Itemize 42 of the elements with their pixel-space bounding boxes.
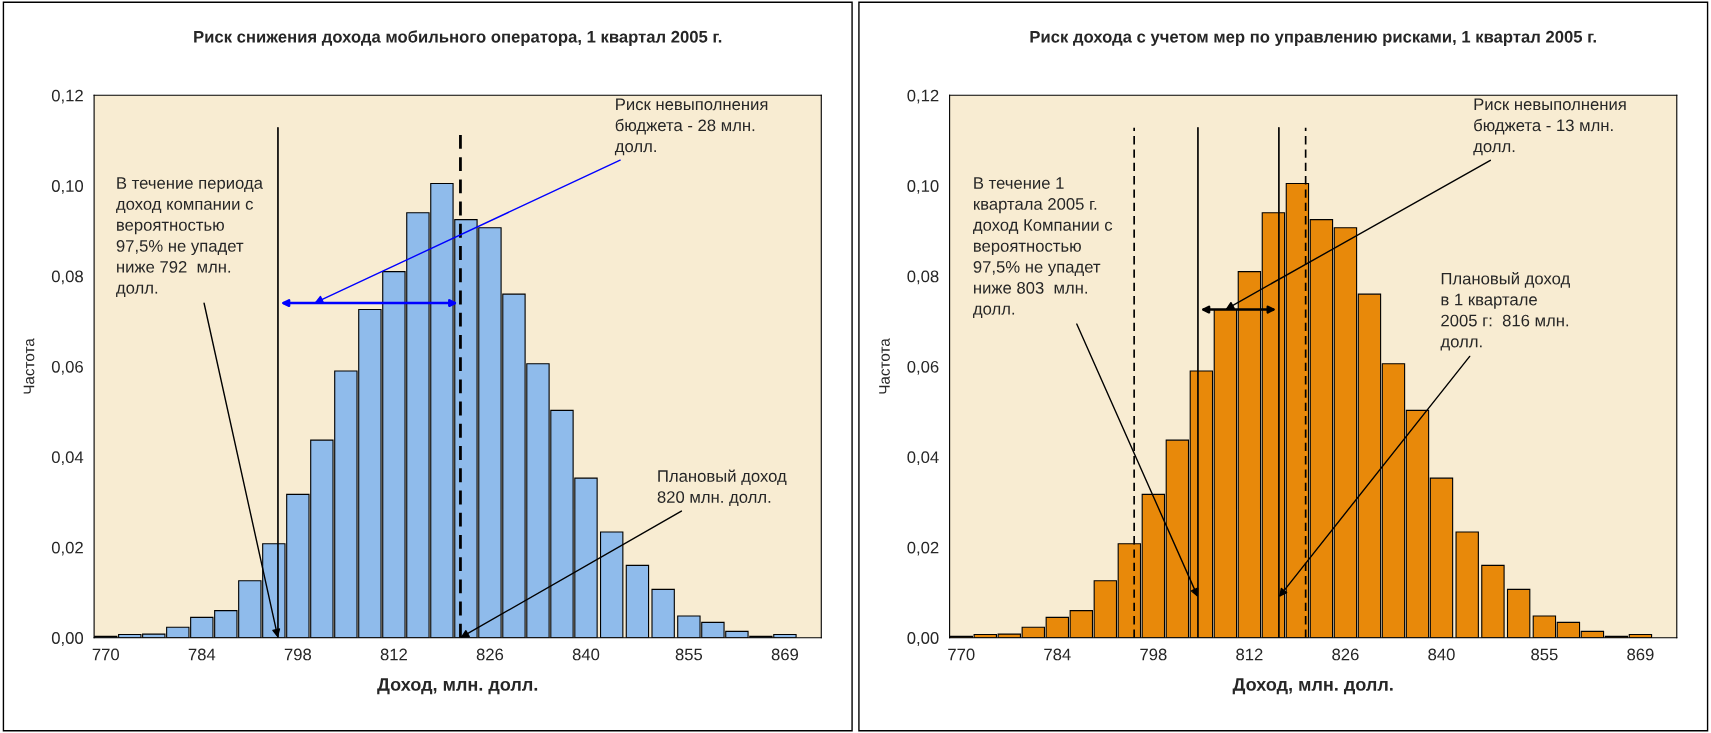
annotation: В течение 1 квартала 2005 г. доход Компании с вероятностью 97,5% не упадет ниже 803 млн. долл. (973, 177, 1113, 318)
y-tick-label: 0,10 (907, 180, 939, 194)
x-tick-label: 770 (948, 648, 975, 661)
y-tick-label: 0,00 (907, 632, 939, 646)
y-tick-label: 0,12 (51, 89, 83, 104)
x-tick-label: 812 (1236, 648, 1263, 661)
x-tick-label: 826 (1332, 648, 1359, 661)
y-tick-label: 0,08 (51, 270, 83, 285)
annotation: Риск невыполнения бюджета - 13 млн. долл. (1473, 98, 1626, 156)
chart-title: Риск дохода с учетом мер по управлению рисками, 1 квартал 2005 г. (1030, 30, 1596, 46)
y-tick-label: 0,12 (907, 89, 939, 104)
x-tick-label: 826 (476, 648, 504, 661)
annotation: Плановый доход 820 млн. долл. (657, 469, 787, 507)
x-tick-label: 855 (1531, 648, 1558, 661)
annotation: Плановый доход в 1 квартале 2005 г: 816 млн. долл. (1440, 271, 1570, 351)
y-tick-label: 0,06 (51, 360, 83, 375)
y-tick-label: 0,02 (907, 541, 939, 556)
y-tick-label: 0,02 (51, 541, 83, 556)
x-tick-label: 869 (1627, 648, 1654, 661)
annotation: В течение периода доход компании с вероятностью 97,5% не упадет ниже 792 млн. долл. (116, 177, 263, 297)
y-axis-title: Частота (879, 338, 890, 394)
x-tick-label: 812 (380, 648, 407, 661)
x-tick-label: 784 (188, 648, 216, 661)
x-tick-label: 840 (1428, 648, 1455, 661)
x-tick-label: 798 (284, 648, 312, 661)
x-axis-title: Доход, млн. долл. (377, 678, 538, 695)
y-axis-title: Частота (23, 338, 35, 394)
x-tick-label: 784 (1044, 648, 1071, 661)
annotation: Риск невыполнения бюджета - 28 млн. долл. (614, 98, 768, 156)
x-tick-label: 855 (675, 648, 703, 661)
x-tick-label: 798 (1140, 648, 1167, 661)
y-tick-label: 0,08 (907, 270, 939, 285)
y-tick-label: 0,00 (51, 632, 84, 646)
y-tick-label: 0,04 (907, 451, 939, 466)
y-tick-label: 0,04 (51, 451, 84, 466)
x-tick-label: 840 (572, 648, 600, 661)
x-axis-title: Доход, млн. долл. (1232, 678, 1393, 695)
y-tick-label: 0,06 (907, 360, 939, 375)
y-tick-label: 0,10 (51, 180, 84, 194)
x-tick-label: 770 (92, 648, 120, 661)
x-tick-label: 869 (771, 648, 799, 661)
chart-title: Риск снижения дохода мобильного оператора, 1 квартал 2005 г. (194, 30, 722, 46)
